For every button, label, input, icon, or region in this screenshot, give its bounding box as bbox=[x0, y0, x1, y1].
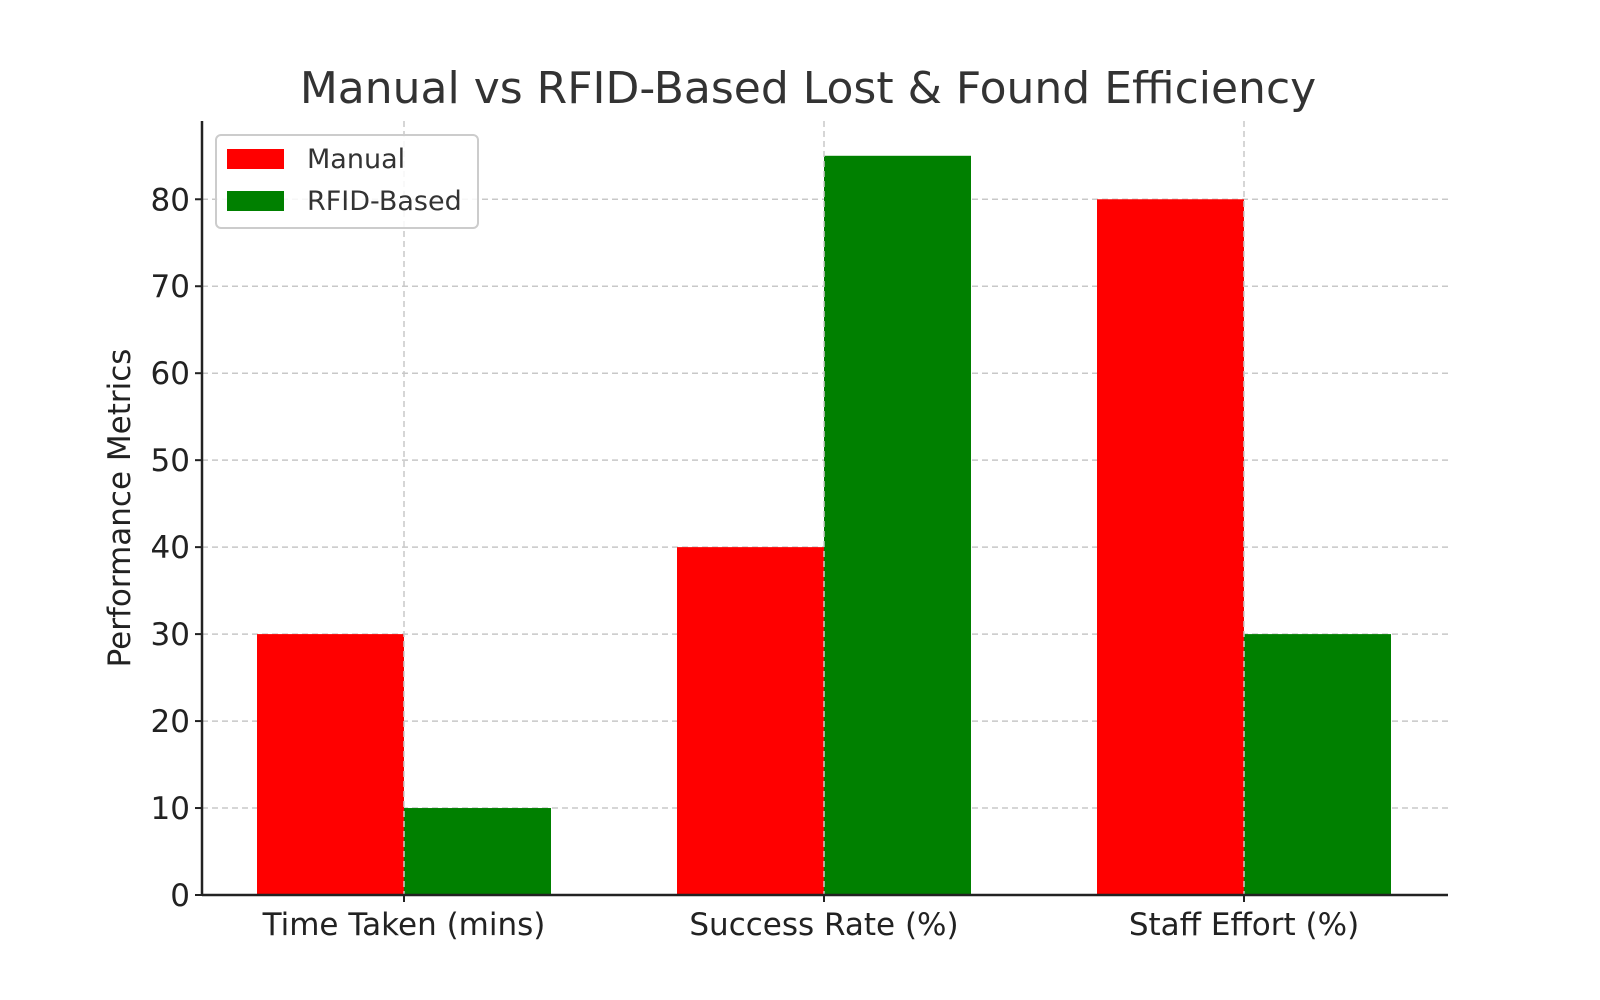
bar-manual bbox=[677, 547, 824, 895]
bars bbox=[257, 121, 1391, 896]
y-tick-label: 50 bbox=[151, 443, 190, 479]
x-tick-label: Staff Effort (%) bbox=[1129, 907, 1359, 943]
x-tick-label: Success Rate (%) bbox=[689, 907, 958, 943]
y-tick-label: 20 bbox=[151, 704, 190, 740]
legend-swatch bbox=[227, 149, 284, 169]
y-tick-labels: 0 10 20 30 40 50 60 70 80 bbox=[151, 182, 202, 914]
y-tick-label: 30 bbox=[151, 617, 190, 653]
x-tick-labels: Time Taken (mins) Success Rate (%) Staff E… bbox=[262, 895, 1359, 943]
legend-label: RFID-Based bbox=[307, 186, 462, 217]
chart-title: Manual vs RFID-Based Lost & Found Effici… bbox=[300, 63, 1316, 114]
bar-manual bbox=[257, 634, 404, 895]
legend: Manual RFID-Based bbox=[215, 134, 479, 229]
y-tick-label: 10 bbox=[151, 791, 190, 827]
bar-manual bbox=[1097, 199, 1244, 896]
legend-swatch bbox=[227, 191, 284, 211]
bar-rfid-based bbox=[1244, 634, 1391, 895]
y-axis-label: Performance Metrics bbox=[102, 349, 138, 668]
y-tick-label: 80 bbox=[151, 182, 190, 218]
y-tick-label: 0 bbox=[170, 878, 190, 914]
x-tick-label: Time Taken (mins) bbox=[262, 907, 546, 943]
bar-rfid-based bbox=[404, 808, 551, 895]
y-tick-label: 60 bbox=[151, 356, 190, 392]
legend-label: Manual bbox=[307, 144, 405, 175]
y-tick-label: 40 bbox=[151, 530, 190, 566]
bar-rfid-based bbox=[824, 155, 971, 896]
y-tick-label: 70 bbox=[151, 269, 190, 305]
